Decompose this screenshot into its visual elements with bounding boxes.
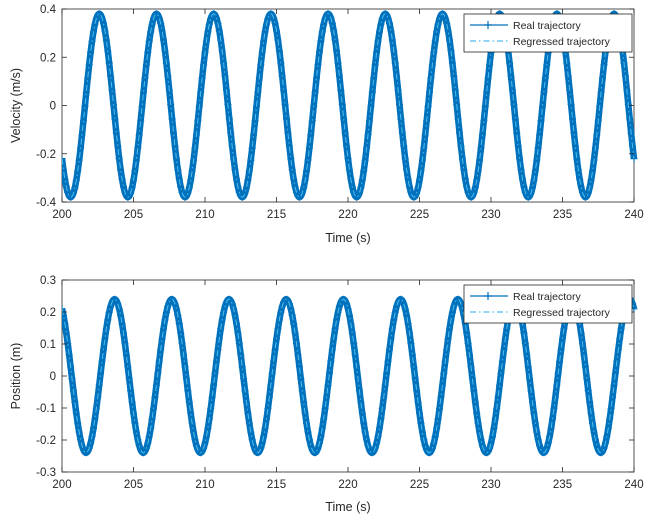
velocity-legend-box [463, 13, 633, 53]
velocity-xlabel: Time (s) [325, 231, 370, 245]
position-ytick-label: -0.1 [36, 403, 56, 415]
velocity-xtick-label: 220 [338, 209, 357, 221]
velocity-ytick-label: 0.2 [40, 52, 56, 64]
velocity-ylabel: Velocity (m/s) [9, 68, 23, 143]
velocity-legend-label: Real trajectory [513, 20, 581, 32]
position-ytick-label: -0.2 [36, 435, 56, 447]
velocity-xtick-label: 205 [124, 209, 143, 221]
position-subplot: 200 205 210 215 220 225 230 235 240 -0.3 -0.2 -0.1 0… [9, 275, 644, 514]
position-ytick-label: -0.3 [36, 467, 56, 479]
position-xtick-label: 235 [553, 479, 572, 491]
velocity-xtick-label: 235 [553, 209, 572, 221]
velocity-xtick-label: 225 [410, 209, 429, 221]
velocity-xtick-label: 215 [267, 209, 286, 221]
velocity-xtick-label: 230 [481, 209, 500, 221]
velocity-xtick-label: 200 [52, 209, 71, 221]
position-ytick-label: 0.3 [40, 275, 56, 287]
position-ytick-label: 0.2 [40, 307, 56, 319]
position-ytick-label: 0 [50, 371, 56, 383]
position-legend: Real trajectory Regressed trajectory [463, 284, 633, 324]
velocity-ytick-label: 0.4 [40, 4, 57, 16]
velocity-ytick-label: -0.2 [36, 149, 56, 161]
position-legend-label: Real trajectory [513, 291, 581, 303]
position-legend-label: Regressed trajectory [513, 307, 611, 319]
position-xtick-label: 200 [52, 479, 71, 491]
position-xtick-label: 210 [195, 479, 214, 491]
velocity-legend-label: Regressed trajectory [513, 36, 611, 48]
velocity-ytick-label: -0.4 [36, 197, 56, 209]
position-xtick-label: 225 [410, 479, 429, 491]
position-ylabel: Position (m) [9, 343, 23, 410]
velocity-ytick-label: 0 [50, 101, 56, 113]
velocity-legend: Real trajectory Regressed trajectory [463, 13, 633, 53]
position-legend-box [463, 284, 633, 324]
position-xtick-label: 215 [267, 479, 286, 491]
position-xtick-label: 240 [624, 479, 643, 491]
velocity-xtick-label: 240 [624, 209, 643, 221]
position-xtick-label: 205 [124, 479, 143, 491]
position-xtick-label: 230 [481, 479, 500, 491]
position-xtick-label: 220 [338, 479, 357, 491]
velocity-xtick-label: 210 [195, 209, 214, 221]
position-regressed-trajectory-line [62, 298, 635, 454]
velocity-legend-marker [484, 21, 492, 29]
velocity-subplot: 200 205 210 215 220 225 230 235 240 -0.4 -0.2 0 0.2 0… [9, 4, 644, 245]
position-xlabel: Time (s) [325, 500, 370, 514]
position-legend-marker [484, 292, 492, 300]
position-ytick-label: 0.1 [40, 339, 56, 351]
